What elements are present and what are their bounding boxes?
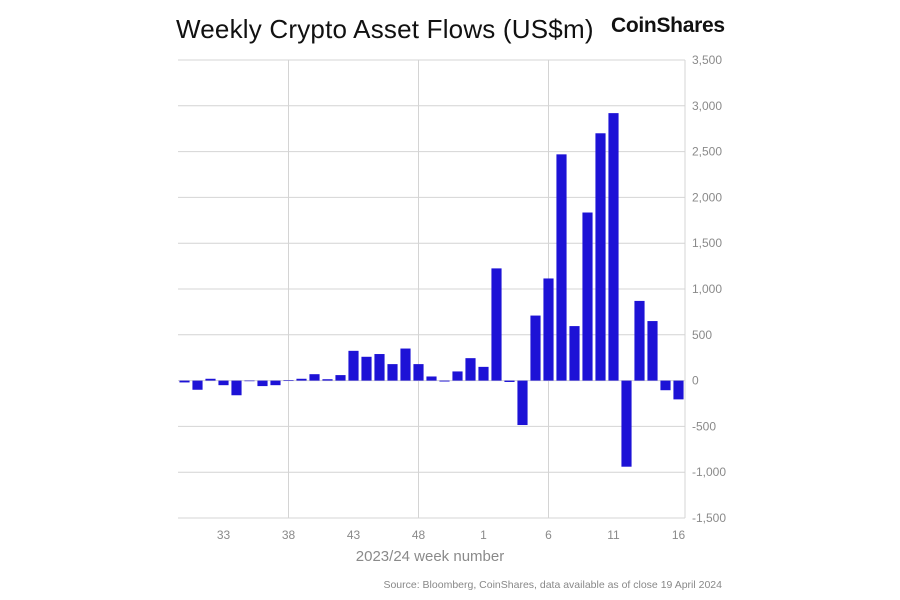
y-tick-label: 2,000 [692,190,722,204]
source-note: Source: Bloomberg, CoinShares, data avai… [383,579,722,591]
x-tick-label: 11 [607,528,620,542]
y-tick-label: 0 [692,374,699,388]
y-tick-label: 1,000 [692,282,722,296]
bar-week-30 [179,380,190,383]
bar-week-36 [257,380,268,387]
bar-week-9 [582,212,593,381]
x-tick-label: 6 [545,528,552,542]
bar-week-48 [413,364,424,381]
bar-week-40 [309,374,320,381]
bar-week-43 [348,350,359,381]
bar-week-32 [205,378,216,381]
bar-week-16 [673,380,684,400]
y-tick-label: -1,500 [692,511,726,525]
x-axis-label: 2023/24 week number [356,548,504,565]
bar-week-52 [465,358,476,381]
bar-week-33 [218,380,229,386]
bar-week-1 [478,366,489,381]
bar-week-35 [244,380,255,382]
bar-week-49 [426,376,437,381]
bar-week-10 [595,133,606,381]
bar-week-44 [361,356,372,381]
bar-week-45 [374,354,385,381]
y-tick-label: 3,500 [692,53,722,67]
bar-week-46 [387,364,398,381]
bar-week-38 [283,380,294,381]
axis-layer: 3,500 3,000 2,500 2,000 1,500 1,000 500 0 -500 -1… [217,53,727,542]
bar-week-14 [647,321,658,381]
bar-week-37 [270,380,281,386]
x-tick-label: 33 [217,528,231,542]
y-tick-label: 3,000 [692,99,722,113]
bar-week-11 [608,113,619,381]
bar-week-12 [621,380,632,467]
coinshares-logo: CoinShares [611,14,725,37]
bar-week-7 [556,154,567,381]
bar-week-15 [660,380,671,391]
y-tick-label: 2,500 [692,145,722,159]
bar-week-47 [400,348,411,381]
bar-week-34 [231,380,242,396]
bar-week-50 [439,380,450,382]
bar-week-3 [504,380,515,382]
x-tick-label: 43 [347,528,361,542]
chart-title: Weekly Crypto Asset Flows (US$m) [176,14,594,44]
bar-week-42 [335,375,346,381]
bar-week-4 [517,380,528,426]
y-tick-label: -1,000 [692,465,726,479]
x-tick-label: 48 [412,528,426,542]
bar-week-31 [192,380,203,390]
x-tick-label: 16 [672,528,686,542]
bar-week-5 [530,315,541,381]
y-tick-label: -500 [692,419,716,433]
bar-week-13 [634,300,645,381]
x-tick-label: 1 [480,528,487,542]
y-tick-label: 500 [692,328,712,342]
bar-week-6 [543,278,554,381]
x-tick-label: 38 [282,528,296,542]
bar-week-41 [322,379,333,381]
bar-week-39 [296,378,307,381]
bar-week-8 [569,326,580,381]
bar-week-51 [452,371,463,381]
bars-layer [179,113,684,467]
bar-week-2 [491,268,502,381]
y-tick-label: 1,500 [692,236,722,250]
